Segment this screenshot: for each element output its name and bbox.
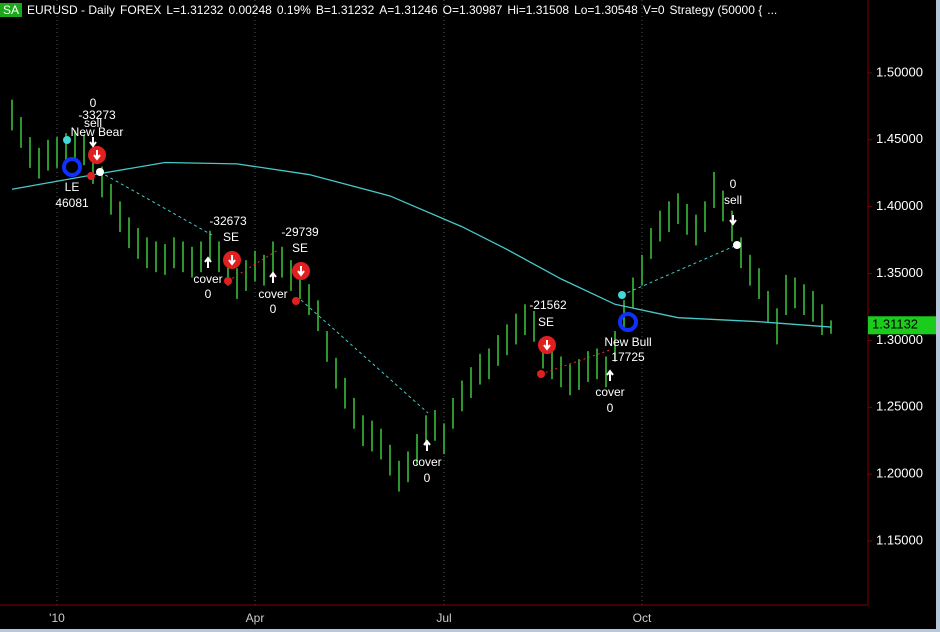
last-price-label: 1.31132: [872, 317, 918, 332]
trade-annotation: -21562: [529, 298, 567, 312]
x-tick-label: Oct: [633, 611, 652, 625]
trade-annotation: cover: [193, 272, 222, 286]
entry-marker: [618, 291, 626, 299]
y-tick-label: 1.20000: [876, 466, 923, 481]
header-field: 0.00248: [228, 3, 272, 17]
trade-annotation: -29739: [281, 225, 319, 239]
symbol: EURUSD - Daily: [27, 3, 116, 17]
exit-marker: [292, 297, 300, 305]
trade-annotation: SE: [223, 230, 239, 244]
y-tick-label: 1.50000: [876, 64, 923, 79]
trade-annotation: LE: [65, 180, 80, 194]
exit-marker: [96, 168, 104, 176]
header-field: Lo=1.30548: [574, 3, 638, 17]
trade-annotation: cover: [412, 455, 441, 469]
long-entry-marker: [62, 157, 82, 177]
trade-annotation: cover: [258, 287, 287, 301]
trade-annotation: SE: [292, 241, 308, 255]
trade-annotation: 0: [607, 401, 614, 415]
exit-marker: [733, 241, 741, 249]
x-tick-label: Apr: [246, 611, 265, 625]
trade-line: [621, 244, 738, 296]
badge: SA: [0, 3, 23, 17]
trade-annotation: 17725: [611, 350, 645, 364]
header-field: Strategy (50000 {: [669, 3, 763, 17]
x-tick-label: Jul: [436, 611, 451, 625]
trade-annotation: 0: [270, 302, 277, 316]
y-tick-label: 1.35000: [876, 265, 923, 280]
exit-marker: [87, 172, 95, 180]
trade-annotation: sell: [84, 116, 102, 130]
header-field: Hi=1.31508: [507, 3, 570, 17]
y-tick-label: 1.25000: [876, 399, 923, 414]
trade-annotation: SE: [538, 315, 554, 329]
exit-marker: [537, 370, 545, 378]
exit-marker: [224, 277, 232, 285]
trade-annotation: -32673: [209, 214, 247, 228]
header-field: B=1.31232: [315, 3, 375, 17]
window-border: [936, 0, 940, 632]
arrows: [89, 137, 737, 451]
y-tick-label: 1.40000: [876, 198, 923, 213]
header: SA EURUSD - Daily FOREX L=1.31232 0.00248…: [0, 2, 777, 18]
last-price-box: [868, 316, 936, 335]
header-field: O=1.30987: [442, 3, 503, 17]
y-tick-label: 1.30000: [876, 332, 923, 347]
header-field: L=1.31232: [166, 3, 224, 17]
trade-annotation: 0: [90, 96, 97, 110]
trades: [62, 136, 741, 451]
moving-average: [11, 161, 832, 328]
trade-annotation: -33273: [78, 108, 116, 122]
trade-annotation: 0: [424, 471, 431, 485]
entry-marker: [63, 136, 71, 144]
axes: '10 Apr Jul Oct 1.50000 1.45000 1.40000 1.35000…: [49, 64, 936, 625]
trade-line: [300, 299, 429, 414]
trade-annotation: 0: [730, 177, 737, 191]
header-field: ...: [767, 3, 778, 17]
trade-annotation: New Bull: [604, 335, 651, 349]
trade-annotation: 46081: [55, 196, 89, 210]
window-border: [0, 629, 940, 632]
long-entry-marker: [618, 312, 638, 332]
trade-annotation: New Bear: [71, 125, 124, 139]
grid: [56, 0, 643, 605]
header-field: 0.19%: [276, 3, 311, 17]
trade-line: [540, 349, 611, 375]
y-tick-label: 1.15000: [876, 532, 923, 547]
trade-annotation: 0: [205, 287, 212, 301]
market: FOREX: [120, 3, 162, 17]
trade-annotation: cover: [595, 385, 624, 399]
trade-annotation: sell: [724, 193, 742, 207]
header-field: V=0: [642, 3, 665, 17]
y-tick-label: 1.45000: [876, 131, 923, 146]
x-tick-label: '10: [49, 611, 65, 625]
header-field: A=1.31246: [379, 3, 438, 17]
